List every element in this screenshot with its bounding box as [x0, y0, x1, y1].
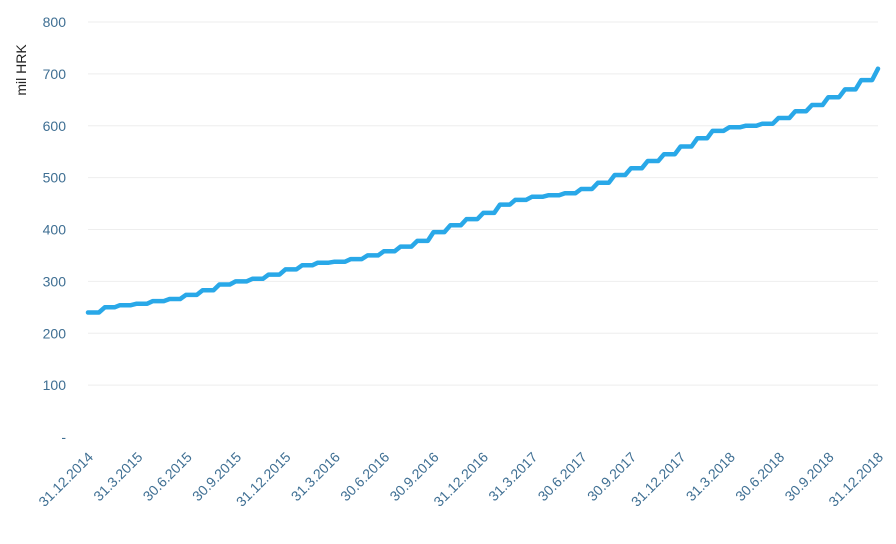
- x-tick-label: 31.3.2015: [90, 449, 146, 505]
- x-tick-label: 31.3.2016: [288, 449, 344, 505]
- y-tick-label: 400: [43, 222, 67, 238]
- y-tick-label: -: [61, 429, 66, 445]
- x-tick-label: 30.6.2015: [140, 449, 196, 505]
- y-axis-label: mil HRK: [13, 44, 29, 96]
- x-axis-ticks: 31.12.201431.3.201530.6.201530.9.201531.…: [35, 449, 886, 510]
- x-tick-label: 31.3.2018: [683, 449, 739, 505]
- x-tick-label: 30.6.2016: [337, 449, 393, 505]
- x-tick-label: 30.6.2017: [535, 449, 591, 505]
- y-tick-label: 800: [43, 14, 67, 30]
- y-axis-ticks: - 100 200 300 400 500 600 700 800: [43, 14, 67, 445]
- y-tick-label: 100: [43, 377, 67, 393]
- y-tick-label: 300: [43, 273, 67, 289]
- x-tick-label: 31.12.2014: [35, 449, 96, 510]
- series-layer: [85, 66, 881, 315]
- x-tick-label: 30.6.2018: [732, 449, 788, 505]
- y-tick-label: 500: [43, 170, 67, 186]
- series-line: [85, 66, 881, 315]
- x-tick-label: 31.3.2017: [485, 449, 541, 505]
- y-tick-label: 200: [43, 325, 67, 341]
- y-tick-label: 700: [43, 66, 67, 82]
- y-tick-label: 600: [43, 118, 67, 134]
- gridlines: [88, 21, 878, 386]
